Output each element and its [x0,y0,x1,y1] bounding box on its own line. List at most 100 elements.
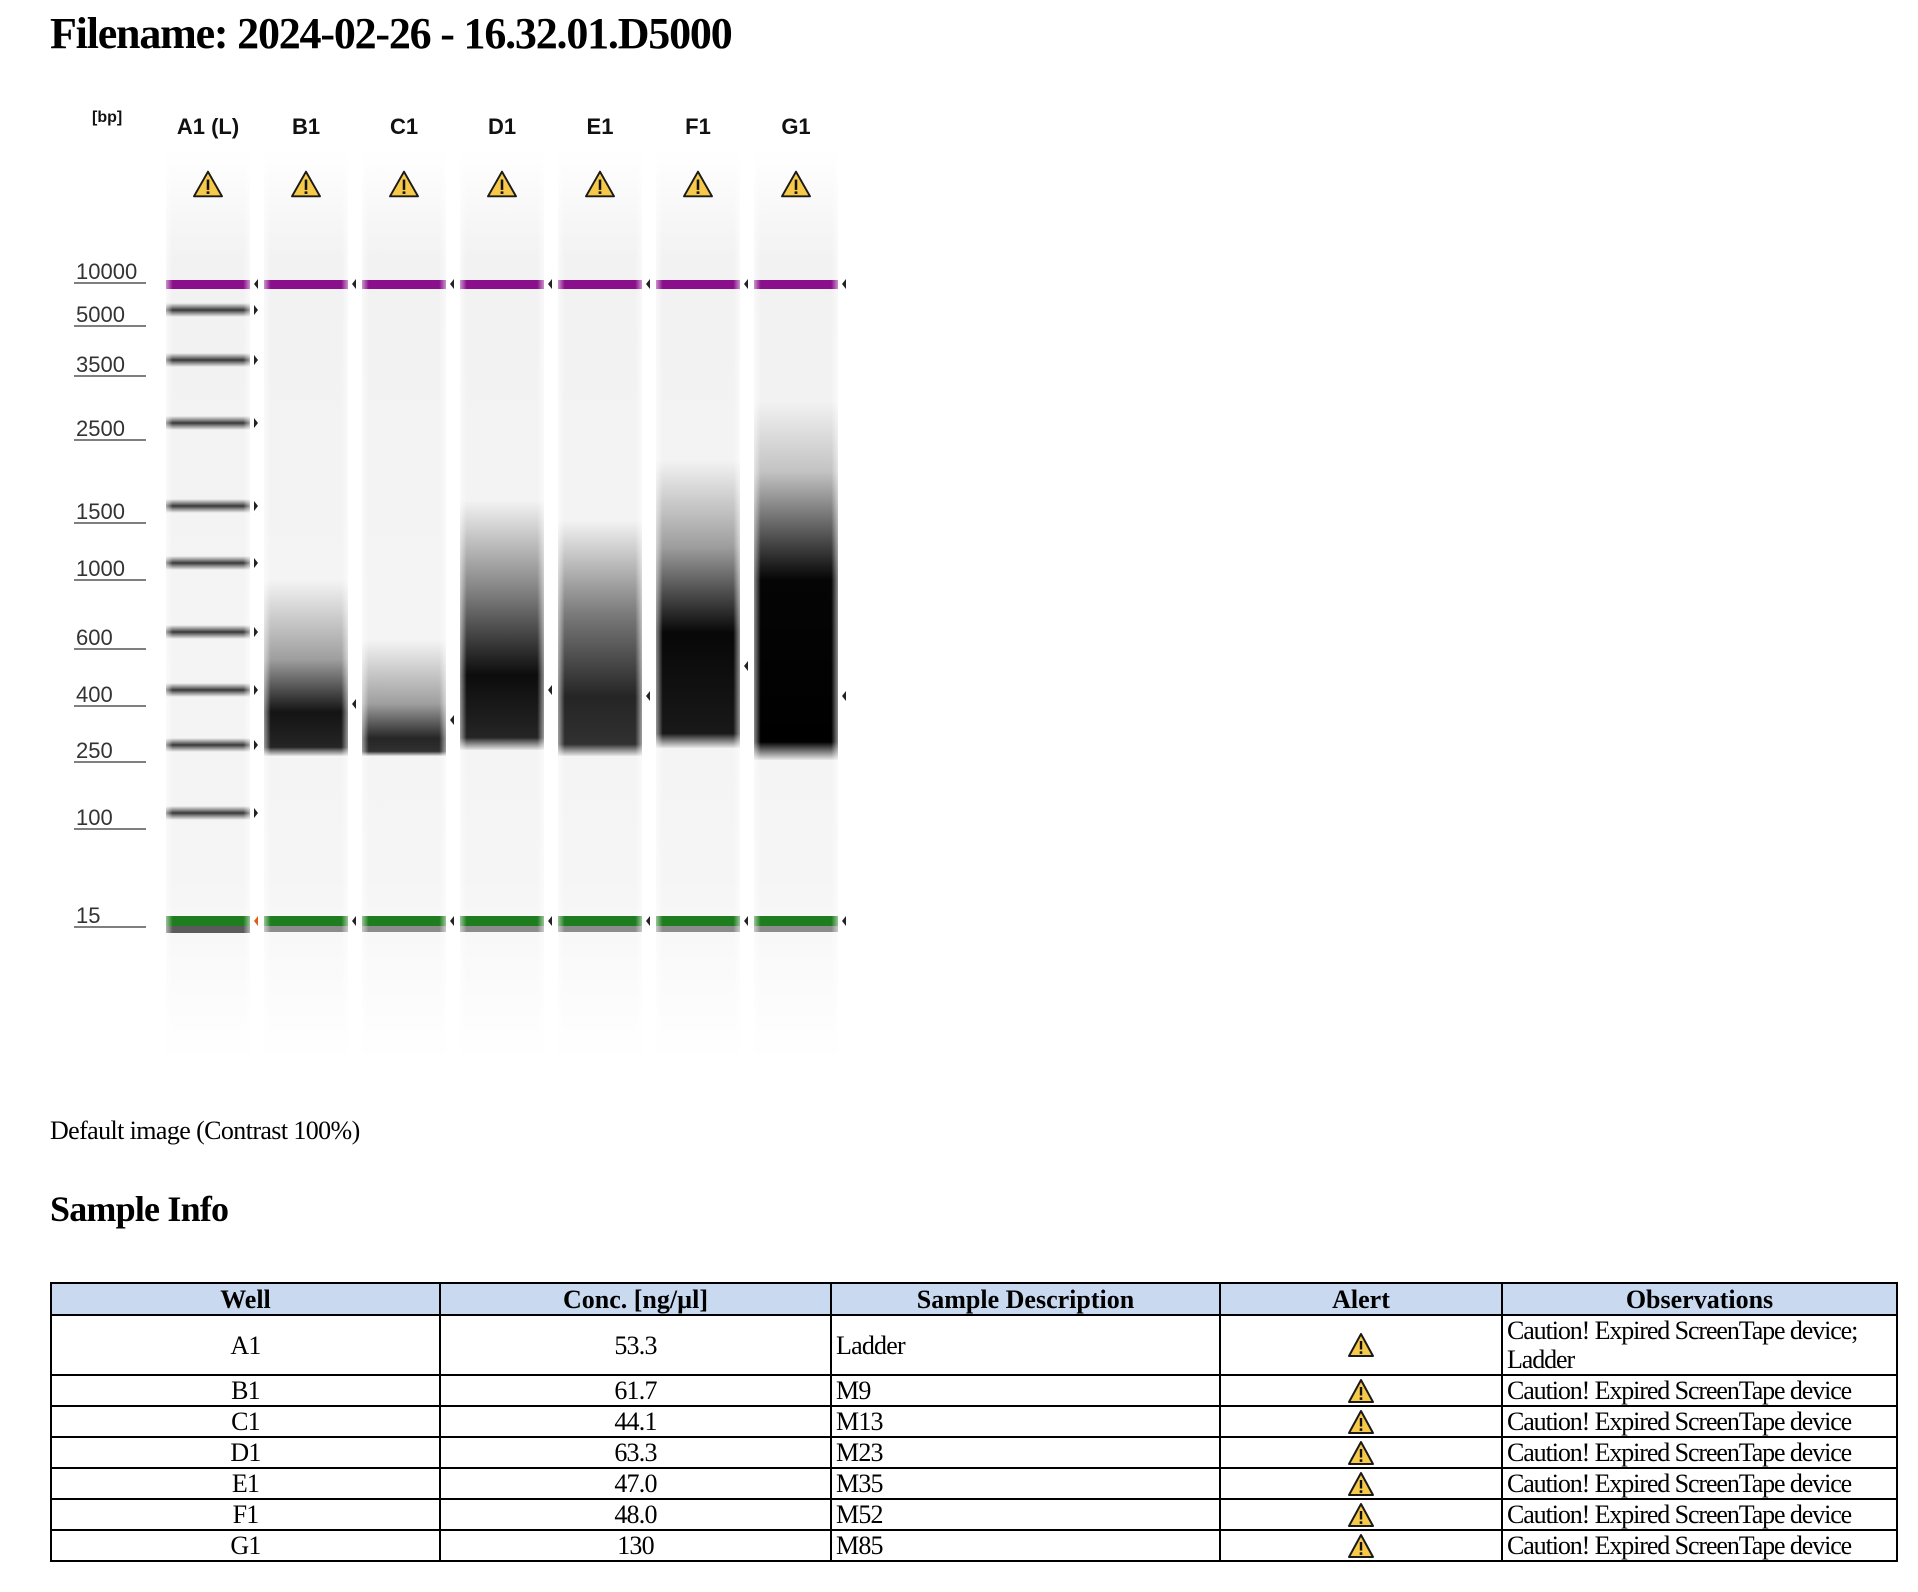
cell-conc: 44.1 [439,1405,832,1438]
band-marker-arrow [254,740,258,750]
cell-alert [1219,1529,1503,1562]
cell-well: F1 [50,1498,441,1531]
cell-description: M52 [830,1498,1221,1531]
cell-well: A1 [50,1314,441,1376]
lane-label-a1: A1 (L) [177,114,239,139]
lane-label-d1: D1 [488,114,516,139]
gel-image: [bp] A1 (L) B1 C1 D1 E1 F1 G1 10000 5000 3500 250… [74,109,846,1060]
gel-lane-f1 [656,150,748,1060]
ladder-tick-label: 250 [76,738,113,763]
header-conc: Conc. [ng/µl] [439,1282,832,1316]
cell-observations: Caution! Expired ScreenTape device [1501,1405,1898,1438]
gel-lane-a1 [166,150,258,1060]
table-row: E1 47.0 M35 Caution! Expired ScreenTape dev… [50,1467,1898,1500]
cell-description: M9 [830,1374,1221,1407]
ladder-tick-label: 15 [76,903,100,928]
band-marker-arrow [254,418,258,428]
ladder-tick-label: 400 [76,682,113,707]
header-alert: Alert [1219,1282,1503,1316]
cell-conc: 47.0 [439,1467,832,1500]
cell-alert [1219,1314,1503,1376]
band-marker-arrow [254,627,258,637]
gel-caption: Default image (Contrast 100%) [50,1116,360,1145]
cell-conc: 130 [439,1529,832,1562]
warning-icon [1348,1440,1374,1465]
cell-description: M35 [830,1467,1221,1500]
header-sample-description: Sample Description [830,1282,1221,1316]
cell-alert [1219,1498,1503,1531]
band-marker-arrow [254,355,258,365]
lane-label-c1: C1 [390,114,418,139]
ladder-tick-label: 5000 [76,302,125,327]
table-row: B1 61.7 M9 Caution! Expired ScreenTape devi… [50,1374,1898,1407]
peak-marker-arrow [744,661,748,671]
ladder-tick-label: 2500 [76,416,125,441]
page-title: Filename: 2024-02-26 - 16.32.01.D5000 [50,9,733,58]
cell-alert [1219,1436,1503,1469]
table-header-row: Well Conc. [ng/µl] Sample Description Al… [50,1282,1898,1316]
ladder-tick-label: 10000 [76,259,137,284]
table-row: C1 44.1 M13 Caution! Expired ScreenTape dev… [50,1405,1898,1438]
cell-observations: Caution! Expired ScreenTape device [1501,1467,1898,1500]
warning-icon [1348,1502,1374,1527]
band-marker-arrow [254,685,258,695]
cell-well: D1 [50,1436,441,1469]
warning-icon [1348,1333,1374,1357]
lane-label-g1: G1 [781,114,810,139]
warning-icon [1348,1409,1374,1434]
table-row: D1 63.3 M23 Caution! Expired ScreenTape dev… [50,1436,1898,1469]
cell-conc: 48.0 [439,1498,832,1531]
cell-well: E1 [50,1467,441,1500]
gel-unit-label: [bp] [92,109,122,126]
band-marker-arrow [254,558,258,568]
band-marker-arrow [254,808,258,818]
band-marker-arrow [254,501,258,511]
ladder-tick-label: 100 [76,805,113,830]
cell-observations: Caution! Expired ScreenTape device [1501,1498,1898,1531]
cell-description: M85 [830,1529,1221,1562]
cell-conc: 63.3 [439,1436,832,1469]
lane-label-b1: B1 [292,114,320,139]
ladder-tick-label: 1500 [76,499,125,524]
ladder-tick-label: 1000 [76,556,125,581]
cell-description: Ladder [830,1314,1221,1376]
table-row: A1 53.3 Ladder Caution! Expired ScreenTape … [50,1314,1898,1376]
warning-icon [1348,1533,1374,1558]
warning-icon [1348,1378,1374,1403]
lane-label-e1: E1 [587,114,614,139]
cell-observations: Caution! Expired ScreenTape device [1501,1374,1898,1407]
peak-marker-arrow [450,715,454,725]
gel-lane-d1 [460,150,552,1060]
gel-lane-b1 [264,150,356,1060]
cell-alert [1219,1374,1503,1407]
warning-icon [1348,1471,1374,1496]
header-well: Well [50,1282,441,1316]
peak-marker-arrow [842,691,846,701]
cell-well: B1 [50,1374,441,1407]
band-marker-arrow [254,305,258,315]
peak-marker-arrow [646,691,650,701]
peak-marker-arrow [548,685,552,695]
gel-lane-g1 [754,150,846,1060]
cell-conc: 53.3 [439,1314,832,1376]
table-row: G1 130 M85 Caution! Expired ScreenTape devi… [50,1529,1898,1562]
cell-alert [1219,1405,1503,1438]
cell-well: G1 [50,1529,441,1562]
cell-description: M13 [830,1405,1221,1438]
peak-marker-arrow [352,699,356,709]
gel-lane-c1 [362,150,454,1060]
sample-info-table: Well Conc. [ng/µl] Sample Description Al… [50,1282,1898,1562]
cell-observations: Caution! Expired ScreenTape device [1501,1529,1898,1562]
cell-conc: 61.7 [439,1374,832,1407]
cell-observations: Caution! Expired ScreenTape device [1501,1436,1898,1469]
ladder-tick-label: 600 [76,625,113,650]
lane-label-f1: F1 [685,114,711,139]
header-observations: Observations [1501,1282,1898,1316]
cell-well: C1 [50,1405,441,1438]
gel-lane-e1 [558,150,650,1060]
cell-observations: Caution! Expired ScreenTape device; Ladd… [1501,1314,1898,1376]
cell-alert [1219,1467,1503,1500]
section-heading: Sample Info [50,1189,229,1229]
table-row: F1 48.0 M52 Caution! Expired ScreenTape dev… [50,1498,1898,1531]
cell-description: M23 [830,1436,1221,1469]
